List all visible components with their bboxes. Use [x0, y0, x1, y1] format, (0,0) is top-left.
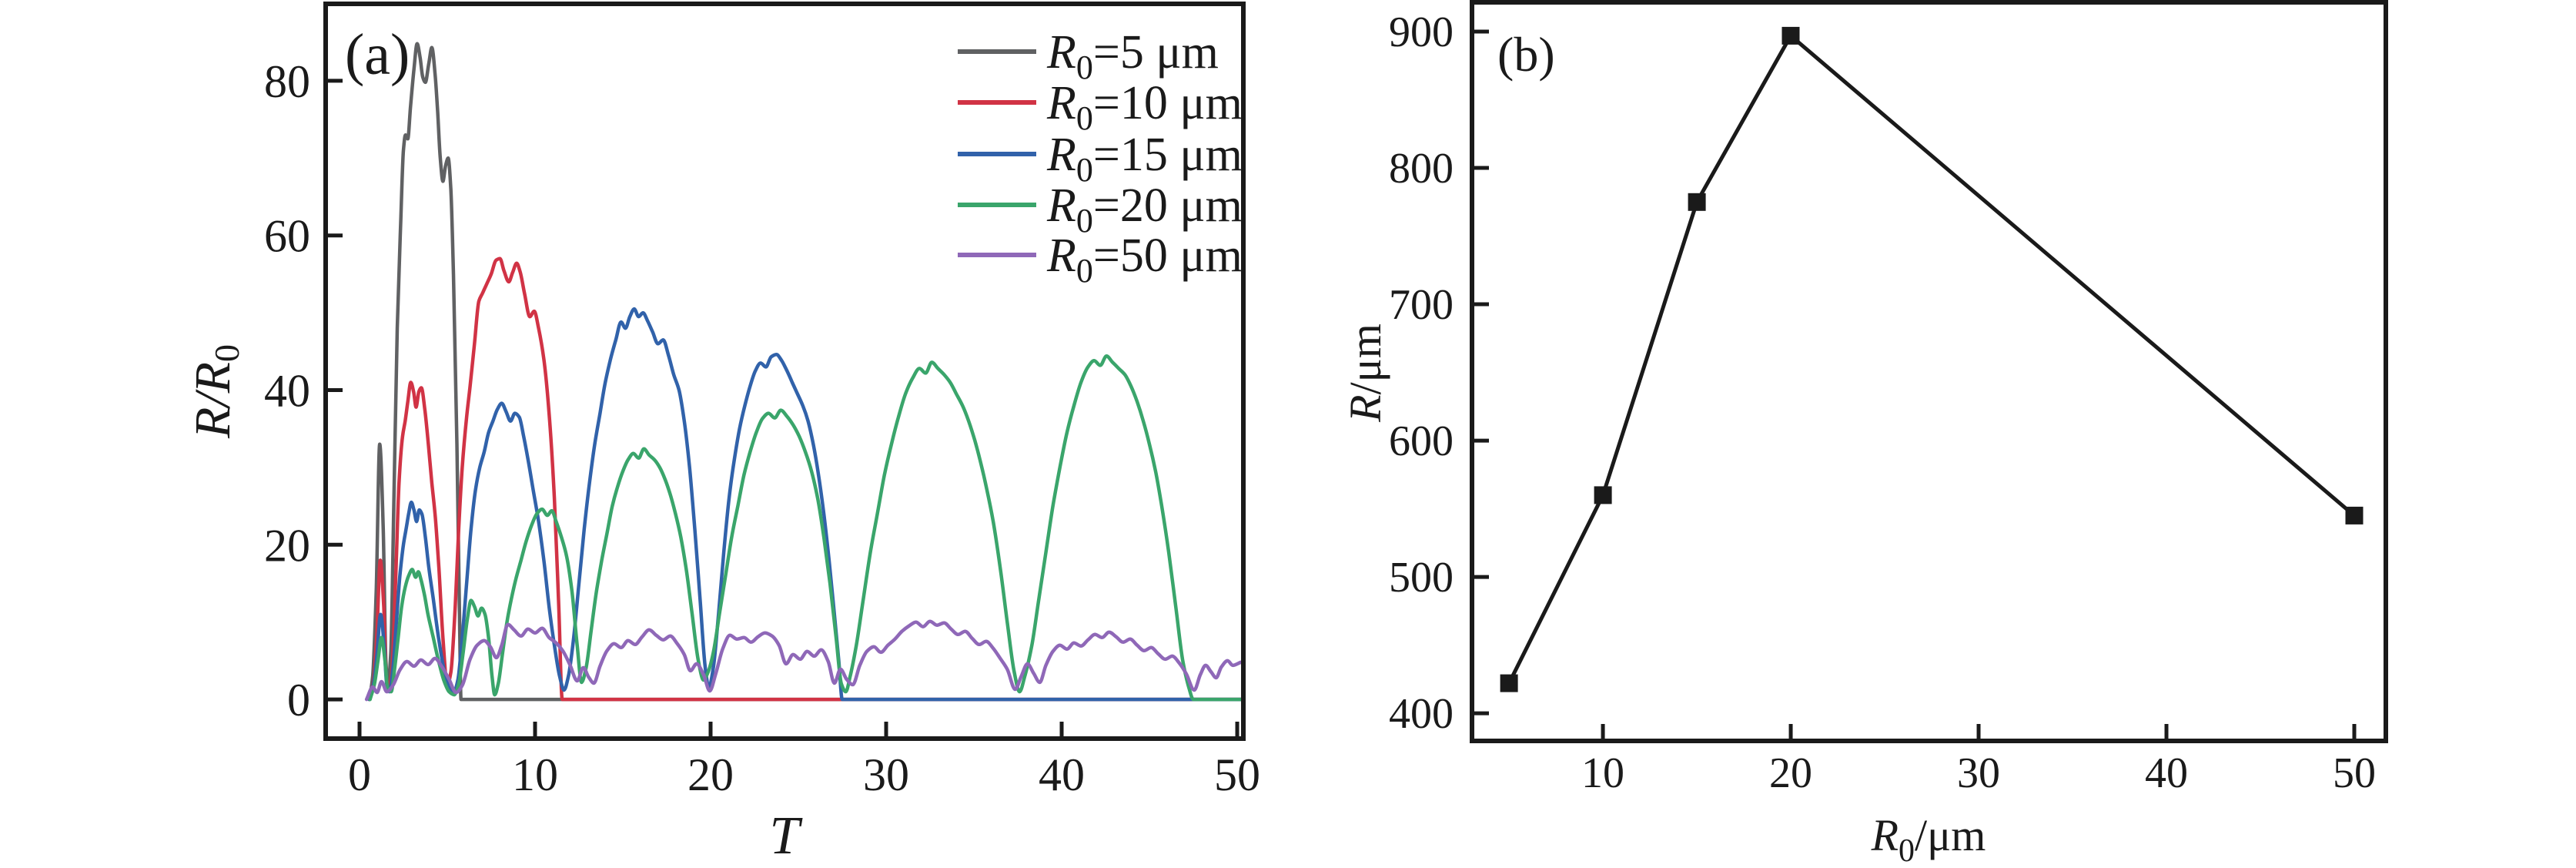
panel-b-ticks — [1472, 29, 2357, 741]
y-tick-label: 500 — [1389, 554, 1454, 602]
x-tick-label: 20 — [687, 749, 734, 800]
data-point-marker — [1500, 674, 1518, 692]
x-tick-label: 30 — [863, 749, 909, 800]
x-tick-label: 0 — [348, 749, 371, 800]
y-tick-label: 700 — [1389, 281, 1454, 329]
panel-b-data — [1500, 26, 2364, 692]
panel-a-ticks — [326, 79, 1239, 739]
panel-a-plot-box — [323, 2, 1246, 741]
curve-R0=20-um — [368, 354, 1246, 702]
x-tick-label: 20 — [1769, 749, 1812, 797]
curve-R0=15-um — [367, 307, 1246, 702]
legend-label-r0-10: R0=10 μm — [1046, 77, 1243, 137]
legend-label-r0-50: R0=50 μm — [1046, 230, 1243, 290]
legend-label-r0-20: R0=20 μm — [1046, 179, 1243, 240]
curve-R0=10-um — [367, 256, 1246, 702]
panel-b-x-axis-title: R0/μm — [1871, 810, 1986, 868]
panel-a-curves — [364, 42, 1246, 702]
y-tick-label: 800 — [1389, 145, 1454, 193]
panel-b-tag: (b) — [1497, 27, 1555, 82]
panel-b-tick-labels: 10 20 30 40 50 400 500 600 700 800 900 — [1389, 8, 2376, 797]
data-point-marker — [1688, 193, 1706, 211]
data-point-marker — [2345, 506, 2364, 524]
y-tick-label: 60 — [264, 211, 310, 262]
legend-label-r0-15: R0=15 μm — [1046, 129, 1243, 189]
legend-label-r0-5: R0=5 μm — [1046, 26, 1219, 86]
panel-a-tag: (a) — [345, 22, 410, 87]
panel-a-x-axis-title: T — [770, 806, 804, 866]
x-tick-label: 40 — [1039, 749, 1085, 800]
y-tick-label: 20 — [264, 520, 310, 571]
y-tick-label: 900 — [1389, 8, 1454, 56]
x-tick-label: 40 — [2145, 749, 2188, 797]
panel-a: 0 10 20 30 40 50 0 20 40 60 80 (a) T R/R0 R0=5 μm … — [185, 2, 1260, 866]
panel-a-tick-labels: 0 10 20 30 40 50 0 20 40 60 80 — [264, 56, 1260, 800]
legend: R0=5 μm R0=10 μm R0=15 μm R0=20 μm R0=50… — [958, 26, 1243, 290]
data-point-marker — [1781, 26, 1800, 45]
y-tick-label: 80 — [264, 56, 310, 107]
x-tick-label: 30 — [1957, 749, 2000, 797]
x-tick-label: 50 — [2333, 749, 2376, 797]
y-tick-label: 600 — [1389, 417, 1454, 465]
x-tick-label: 50 — [1214, 749, 1260, 800]
curve-R0=50-um — [364, 619, 1243, 702]
y-tick-label: 400 — [1389, 690, 1454, 738]
x-tick-label: 10 — [1581, 749, 1624, 797]
panel-b-plot-box — [1470, 0, 2388, 743]
panel-a-y-axis-title: R/R0 — [185, 344, 246, 439]
y-tick-label: 40 — [264, 365, 310, 416]
data-line — [1507, 32, 2356, 685]
y-tick-label: 0 — [287, 675, 310, 726]
panel-b: 10 20 30 40 50 400 500 600 700 800 900 (b) R0/μm R… — [1340, 0, 2388, 868]
x-tick-label: 10 — [512, 749, 558, 800]
data-point-marker — [1594, 486, 1612, 504]
panel-b-y-axis-title: R/μm — [1340, 323, 1390, 423]
